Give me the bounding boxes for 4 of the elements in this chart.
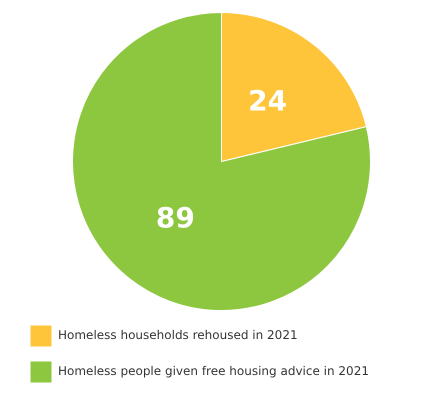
- data-label: 89: [156, 201, 195, 234]
- legend-label: Homeless households rehoused in 2021: [58, 328, 298, 342]
- data-label: 24: [248, 84, 288, 118]
- legend-label: Homeless people given free housing advice in 2021: [58, 364, 369, 378]
